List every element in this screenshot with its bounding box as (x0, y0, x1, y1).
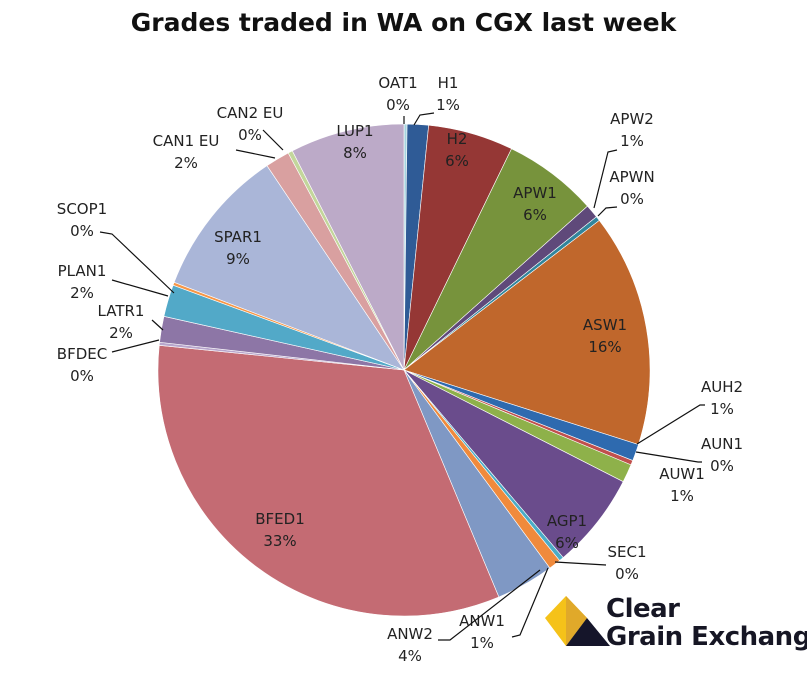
pie-slice-lup1 (291, 123, 405, 371)
slice-label-bfdec: BFDEC (57, 345, 107, 363)
slice-percent-bfdec: 0% (70, 367, 94, 385)
slice-percent-anw1: 1% (470, 634, 494, 652)
logo-triangle-icon (545, 596, 610, 646)
slice-label-h2: H2 (447, 130, 468, 148)
leader-line-anw2 (438, 569, 541, 641)
slice-percent-h1: 1% (436, 96, 460, 114)
slice-percent-anw2: 4% (398, 647, 422, 665)
chart-title: Grades traded in WA on CGX last week (130, 8, 677, 37)
slice-percent-plan1: 2% (70, 284, 94, 302)
slice-label-auw1: AUW1 (659, 465, 705, 483)
slice-percent-bfed1: 33% (263, 532, 296, 550)
slice-percent-latr1: 2% (109, 324, 133, 342)
leader-line-apw2 (593, 149, 618, 209)
slice-label-can1-eu: CAN1 EU (153, 132, 220, 150)
slice-percent-auh2: 1% (710, 400, 734, 418)
slice-percent-scop1: 0% (70, 222, 94, 240)
slice-label-anw2: ANW2 (387, 625, 433, 643)
slice-percent-lup1: 8% (343, 144, 367, 162)
slice-label-agp1: AGP1 (547, 512, 587, 530)
leader-line-aun1 (635, 451, 702, 463)
leader-line-sec1 (554, 561, 607, 566)
slice-percent-agp1: 6% (555, 534, 579, 552)
slice-label-sec1: SEC1 (607, 543, 646, 561)
leader-line-auh2 (636, 404, 705, 445)
pie-slice-asw1 (403, 220, 651, 445)
pie-slice-spar1 (173, 165, 405, 371)
slice-percent-aun1: 0% (710, 457, 734, 475)
slice-label-apw2: APW2 (610, 110, 654, 128)
slice-percent-apw1: 6% (523, 206, 547, 224)
slice-label-plan1: PLAN1 (58, 262, 107, 280)
leader-line-h1 (413, 112, 435, 126)
slice-label-asw1: ASW1 (583, 316, 627, 334)
slice-percent-spar1: 9% (226, 250, 250, 268)
slice-percent-apw2: 1% (620, 132, 644, 150)
leader-line-latr1 (151, 319, 164, 331)
slice-label-lup1: LUP1 (336, 122, 373, 140)
leader-line-plan1 (111, 279, 169, 297)
slice-percent-can2-eu: 0% (238, 126, 262, 144)
leader-line-anw1 (511, 567, 549, 638)
leader-line-bfdec (111, 339, 160, 353)
slice-percent-oat1: 0% (386, 96, 410, 114)
logo-text-grain-exchange: Grain Exchange (606, 622, 807, 652)
slice-label-bfed1: BFED1 (255, 510, 305, 528)
leader-line-apwn (597, 206, 618, 217)
slice-percent-sec1: 0% (615, 565, 639, 583)
slice-label-h1: H1 (438, 74, 459, 92)
pie-slice-bfed1 (157, 344, 500, 617)
logo-text-clear: Clear (606, 594, 680, 624)
slice-percent-can1-eu: 2% (174, 154, 198, 172)
slice-label-can2-eu: CAN2 EU (217, 104, 284, 122)
slice-label-anw1: ANW1 (459, 612, 505, 630)
slice-percent-asw1: 16% (588, 338, 621, 356)
leader-line-can2-eu (262, 129, 284, 151)
slice-label-auh2: AUH2 (701, 378, 743, 396)
slice-label-spar1: SPAR1 (214, 228, 262, 246)
slice-label-apw1: APW1 (513, 184, 557, 202)
slice-label-oat1: OAT1 (378, 74, 417, 92)
slice-label-aun1: AUN1 (701, 435, 743, 453)
slice-percent-auw1: 1% (670, 487, 694, 505)
leader-line-can1-eu (235, 149, 276, 159)
leader-line-scop1 (99, 231, 175, 294)
slice-percent-apwn: 0% (620, 190, 644, 208)
slice-label-apwn: APWN (609, 168, 654, 186)
slice-percent-h2: 6% (445, 152, 469, 170)
slice-label-latr1: LATR1 (98, 302, 145, 320)
slice-label-scop1: SCOP1 (57, 200, 107, 218)
